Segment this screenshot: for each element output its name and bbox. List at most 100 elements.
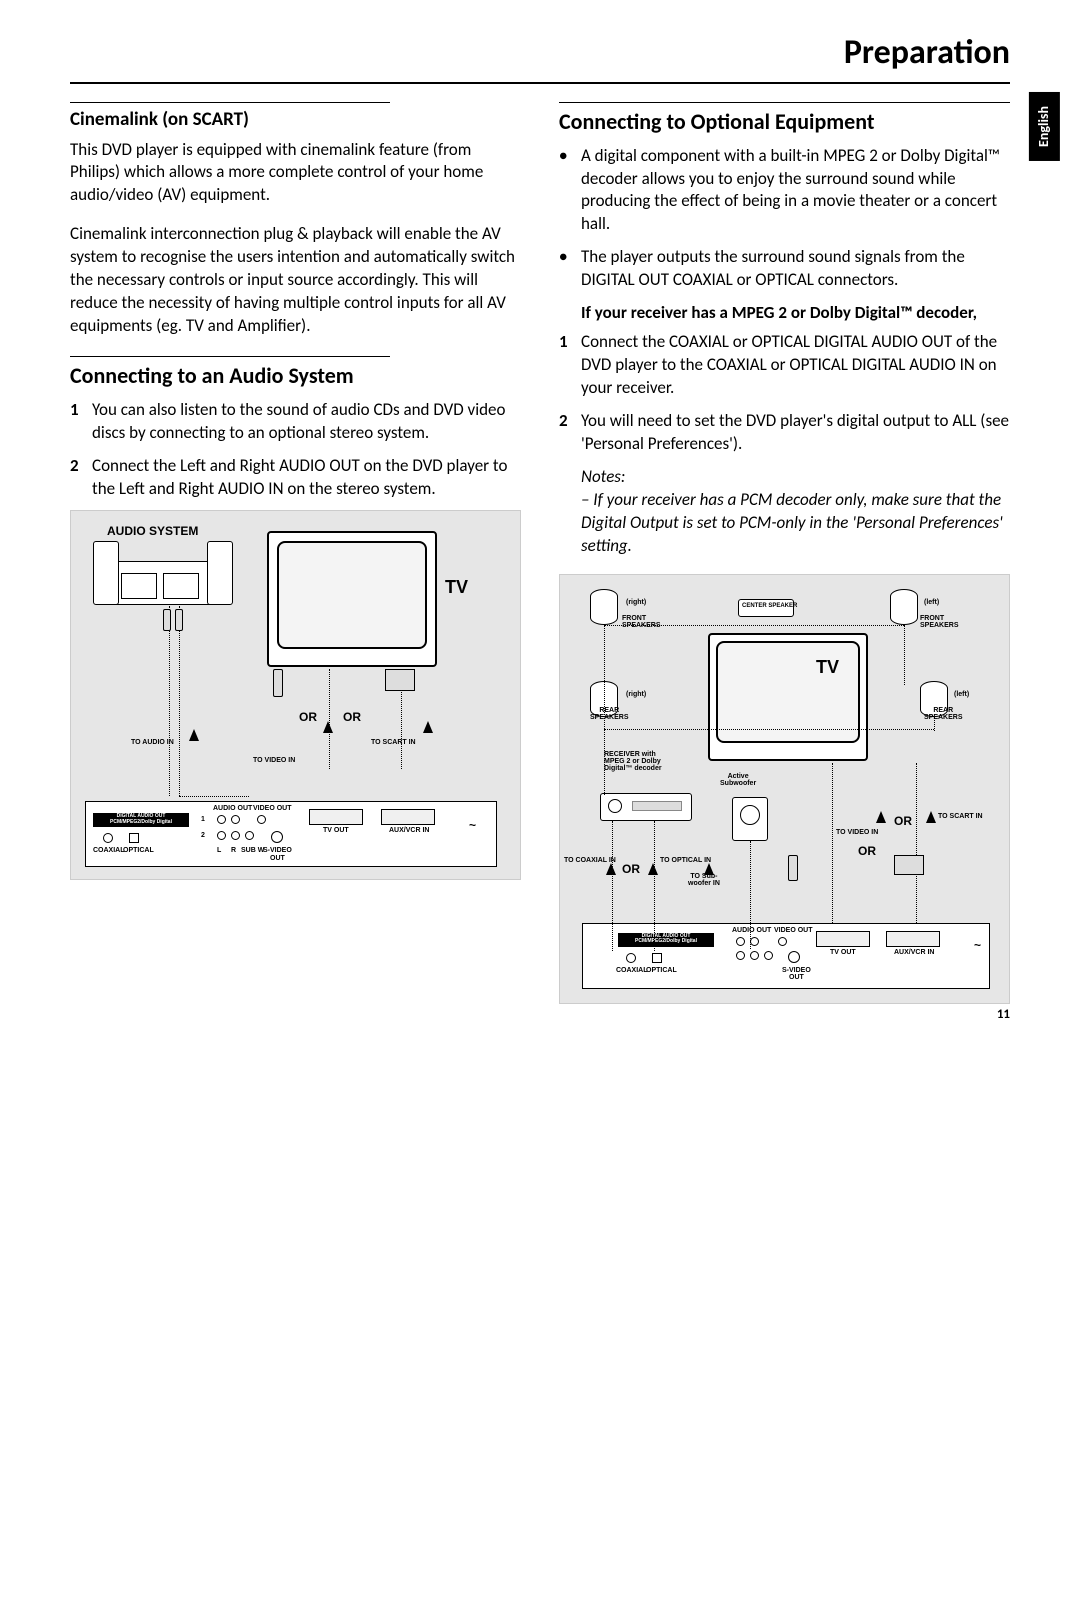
rule-cinemalink bbox=[70, 102, 390, 103]
label-or-1: OR bbox=[299, 709, 317, 725]
cinemalink-p2: Cinemalink interconnection plug & playba… bbox=[70, 223, 521, 338]
cable-opt bbox=[654, 821, 655, 951]
label-front-spk-r: FRONT SPEAKERS bbox=[622, 615, 661, 630]
label-tv-out2: TV OUT bbox=[830, 949, 856, 956]
label-digital-audio2: DIGITAL AUDIO OUT PCM/MPEG2/Dolby Digita… bbox=[620, 934, 712, 945]
arrow-scart bbox=[423, 721, 433, 733]
jack2-v bbox=[778, 937, 787, 946]
cable-video2 bbox=[832, 763, 833, 923]
label-video-out2: VIDEO OUT bbox=[774, 927, 813, 934]
power-symbol: ~ bbox=[469, 817, 476, 833]
notes-body: – If your receiver has a PCM decoder onl… bbox=[581, 489, 1003, 556]
scart-tv-out bbox=[309, 809, 363, 825]
label-tv: TV bbox=[445, 575, 468, 599]
shape-front-spk-l bbox=[890, 589, 918, 625]
label-optical: OPTICAL bbox=[123, 847, 154, 854]
label-coaxial: COAXIAL bbox=[93, 847, 125, 854]
arrow-optical bbox=[648, 863, 658, 875]
arrow-coax bbox=[606, 863, 616, 875]
arrow-audio bbox=[189, 729, 199, 741]
label-front-spk-l: FRONT SPEAKERS bbox=[920, 615, 959, 630]
label-left-1: (left) bbox=[924, 599, 939, 606]
plug-scart-top bbox=[385, 669, 415, 691]
cable-sub bbox=[750, 841, 751, 949]
wire-fl-v bbox=[904, 625, 905, 685]
wire-rl bbox=[934, 717, 935, 731]
receiver-step-1: 1 Connect the COAXIAL or OPTICAL DIGITAL… bbox=[559, 331, 1010, 400]
label-r: R bbox=[231, 847, 236, 854]
language-tab: English bbox=[1029, 92, 1060, 161]
label-left-2: (left) bbox=[954, 691, 969, 698]
heading-cinemalink: Cinemalink (on SCART) bbox=[70, 107, 521, 133]
label-aux2: AUX/VCR IN bbox=[894, 949, 934, 956]
step-number: 1 bbox=[70, 399, 92, 445]
wire-mid bbox=[604, 729, 934, 730]
label-to-video-in2: TO VIDEO IN bbox=[836, 829, 878, 836]
plug-audio-1 bbox=[163, 609, 171, 631]
label-subwoofer: Active Subwoofer bbox=[720, 773, 756, 788]
page-title: Preparation bbox=[70, 30, 1010, 76]
label-or-coax: OR bbox=[622, 861, 640, 877]
plug-video bbox=[273, 669, 283, 697]
plug-video2 bbox=[788, 855, 798, 881]
label-coax2: COAXIAL bbox=[616, 967, 648, 974]
label-svideo2: S-VIDEO OUT bbox=[782, 967, 811, 982]
right-column: Connecting to Optional Equipment A digit… bbox=[559, 102, 1010, 1004]
jack2-a5 bbox=[764, 951, 773, 960]
label-or-mid: OR bbox=[894, 813, 912, 829]
label-right-2: (right) bbox=[626, 691, 646, 698]
wire-top bbox=[604, 625, 904, 626]
power-symbol2: ~ bbox=[974, 937, 981, 953]
label-or-scart: OR bbox=[858, 843, 876, 859]
cable-audio-l bbox=[169, 606, 170, 796]
top-rule bbox=[70, 82, 1010, 84]
heading-receiver: If your receiver has a MPEG 2 or Dolby D… bbox=[581, 302, 977, 323]
jack2-a1 bbox=[736, 937, 745, 946]
arrow-tv-or bbox=[876, 811, 886, 823]
label-to-video-in: TO VIDEO IN bbox=[253, 757, 295, 764]
label-to-scart-in: TO SCART IN bbox=[371, 739, 416, 746]
label-or-2: OR bbox=[343, 709, 361, 725]
cable-coax bbox=[612, 821, 613, 951]
optional-bullets: A digital component with a built-in MPEG… bbox=[559, 145, 1010, 293]
label-digital-audio-out: DIGITAL AUDIO OUT PCM/MPEG2/Dolby Digita… bbox=[95, 814, 187, 825]
label-tv2: TV bbox=[816, 655, 839, 679]
scart-aux-in bbox=[381, 809, 435, 825]
step-text: Connect the Left and Right AUDIO OUT on … bbox=[92, 455, 521, 501]
arrow-scart2 bbox=[926, 811, 936, 823]
jack-optical bbox=[129, 833, 139, 843]
label-row2: 2 bbox=[201, 832, 205, 839]
diagram-audio-system: AUDIO SYSTEM TV OR OR TO AUDIO IN TO VID… bbox=[70, 510, 521, 880]
receiver-step-2: 2 You will need to set the DVD player's … bbox=[559, 410, 1010, 456]
bullet-text: A digital component with a built-in MPEG… bbox=[581, 145, 1010, 237]
heading-optional-equipment: Connecting to Optional Equipment bbox=[559, 107, 1010, 137]
wire-fr bbox=[604, 625, 605, 795]
jack2-a3 bbox=[736, 951, 745, 960]
jack2-coax bbox=[626, 953, 636, 963]
label-aux-vcr-in: AUX/VCR IN bbox=[389, 827, 429, 834]
step-number: 2 bbox=[559, 410, 581, 456]
cable-audio-r bbox=[179, 606, 180, 796]
label-optical2: OPTICAL bbox=[646, 967, 677, 974]
label-to-scart-in2: TO SCART IN bbox=[938, 813, 983, 820]
plug-scart2 bbox=[894, 855, 924, 875]
left-column: Cinemalink (on SCART) This DVD player is… bbox=[70, 102, 521, 1004]
jack2-svideo bbox=[788, 951, 800, 963]
label-svideo-out: S-VIDEO OUT bbox=[263, 847, 292, 862]
receiver-display bbox=[632, 801, 682, 811]
label-l: L bbox=[217, 847, 221, 854]
label-receiver: RECEIVER with MPEG 2 or Dolby Digital™ d… bbox=[604, 751, 662, 773]
shape-speaker-right bbox=[207, 541, 233, 605]
heading-audio-system: Connecting to an Audio System bbox=[70, 361, 521, 391]
receiver-steps: 1 Connect the COAXIAL or OPTICAL DIGITAL… bbox=[559, 331, 1010, 456]
cable-video bbox=[329, 669, 330, 769]
audio-steps: 1 You can also listen to the sound of au… bbox=[70, 399, 521, 501]
label-video-out: VIDEO OUT bbox=[253, 805, 292, 812]
label-subw: SUB W bbox=[241, 847, 264, 854]
arrow-video bbox=[323, 721, 333, 733]
step-number: 2 bbox=[70, 455, 92, 501]
step-text: You can also listen to the sound of audi… bbox=[92, 399, 521, 445]
shape-cassette-r bbox=[163, 573, 199, 599]
notes-label: Notes: bbox=[581, 466, 1010, 489]
label-audio-system: AUDIO SYSTEM bbox=[107, 523, 198, 539]
